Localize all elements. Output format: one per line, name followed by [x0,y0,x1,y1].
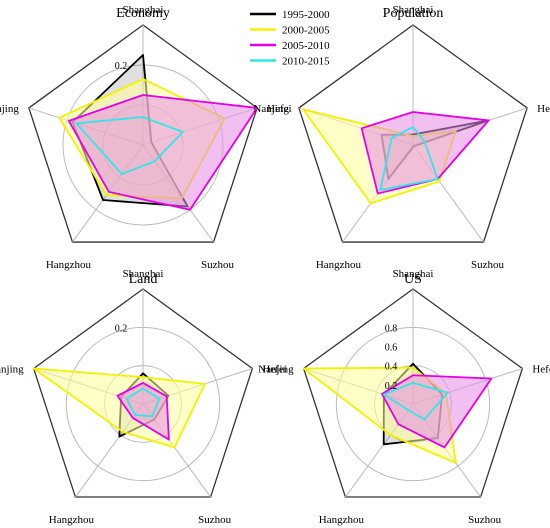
axis-label-hefei: Hefei [262,363,286,375]
outer-frame [28,24,258,243]
axis-label-shanghai: Shanghai [123,4,164,16]
axis-label-hefei: Hefei [537,103,550,115]
tick-label: 0.2 [385,381,398,392]
series-2005-2010 [381,374,493,449]
panel-title: US [404,272,422,287]
axis-label-nanjing: Nanjing [0,363,24,375]
legend: 1995-2000 2000-2005 2005-2010 2010-2015 [246,4,342,68]
axis-label-nanjing: Nanjing [258,363,294,375]
panel-title: Land [129,272,158,287]
axis-label-hangzhou: Hangzhou [49,514,95,526]
outer-frame [32,288,254,498]
panel-economy: Economy 0.2 Shanghai Hefei Suzhou Hangzhou Nan… [0,4,292,271]
axis-label-shanghai: Shanghai [393,268,434,280]
series-2010-2015 [125,387,161,418]
axis-label-shanghai: Shanghai [123,268,164,280]
tick-label: 0.2 [115,61,128,72]
tick-label: 0.8 [385,323,398,334]
tick-label: 0.2 [115,323,128,334]
axis-label-nanjing: Nanjing [253,103,289,115]
legend-label-2005-2010: 2005-2010 [282,40,330,52]
axis-label-hangzhou: Hangzhou [319,514,365,526]
legend-label-2010-2015: 2010-2015 [282,56,330,68]
axis-label-suzhou: Suzhou [468,514,502,526]
legend-label-2000-2005: 2000-2005 [282,25,330,37]
axis-label-suzhou: Suzhou [198,514,232,526]
tick-label: 0.4 [385,362,398,373]
legend-label-1995-2000: 1995-2000 [282,9,330,21]
axis-label-suzhou: Suzhou [471,259,505,271]
series-2010-2015 [382,382,449,421]
axis-label-hefei: Hefei [532,363,550,375]
series-2010-2015 [75,116,184,176]
tick-label: 0.6 [385,343,398,354]
axis-label-hangzhou: Hangzhou [46,259,92,271]
series-2010-2015 [379,126,439,191]
panel-title: Population [383,6,444,21]
panel-land: Land 0.2 Shanghai Hefei Suzhou Hangzhou Nanjin… [0,268,287,526]
axis-label-nanjing: Nanjing [0,103,19,115]
axis-label-shanghai: Shanghai [393,4,434,16]
series-2005-2010 [360,111,490,195]
axis-label-hangzhou: Hangzhou [316,259,362,271]
outer-frame [302,288,524,498]
axis-label-suzhou: Suzhou [201,259,235,271]
axis-label-hefei: Hefei [267,103,291,115]
outer-frame [298,24,528,243]
panel-us: US 0.2 0.4 0.6 0.8 Shanghai Hefei Suzhou Hangzho… [258,268,550,526]
panel-title: Economy [116,6,170,21]
